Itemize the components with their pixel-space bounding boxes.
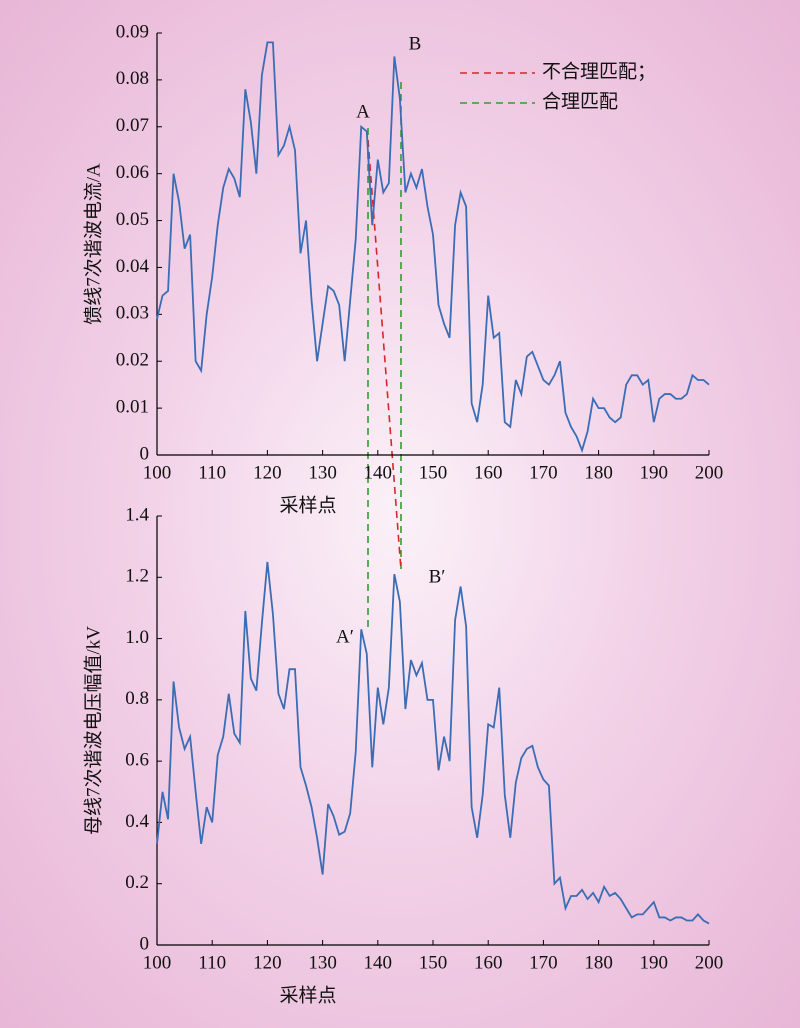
y-tick-label: 1.0 — [125, 627, 149, 648]
y-tick-label: 0.04 — [116, 256, 150, 277]
x-tick-label: 200 — [695, 952, 724, 973]
x-tick-label: 150 — [419, 952, 448, 973]
legend-label: 不合理匹配； — [542, 60, 656, 82]
y-axis-label: 母线7次谐波电压幅值/kV — [82, 626, 104, 835]
y-tick-label: 0.05 — [116, 209, 149, 230]
y-tick-label: 0.07 — [116, 115, 149, 136]
x-tick-label: 190 — [640, 952, 669, 973]
y-tick-label: 0.01 — [116, 396, 149, 417]
y-tick-label: 0.02 — [116, 350, 149, 371]
x-tick-label: 140 — [364, 952, 393, 973]
legend-label: 合理匹配 — [542, 90, 618, 112]
x-axis-label: 采样点 — [279, 984, 336, 1006]
x-axis-label: 采样点 — [279, 494, 336, 516]
annotation: A — [356, 101, 370, 122]
y-axis-label: 馈线7次谐波电流/A — [82, 163, 104, 325]
y-tick-label: 0.8 — [125, 688, 149, 709]
y-tick-label: 0 — [140, 933, 150, 954]
data-line — [156, 561, 710, 925]
annotation: B′ — [429, 566, 446, 587]
x-tick-label: 110 — [198, 952, 226, 973]
match-lines — [367, 72, 535, 628]
unreasonable-match-line — [367, 139, 402, 571]
y-tick-label: 0.2 — [125, 872, 149, 893]
x-tick-label: 160 — [474, 952, 503, 973]
x-tick-label: 190 — [640, 462, 669, 483]
annotation: B — [409, 33, 422, 54]
y-tick-label: 0.06 — [116, 162, 149, 183]
x-tick-label: 100 — [143, 462, 172, 483]
y-tick-label: 0.6 — [125, 750, 149, 771]
y-tick-label: 1.4 — [125, 504, 149, 525]
x-tick-label: 200 — [695, 462, 724, 483]
y-tick-label: 0.08 — [116, 68, 149, 89]
x-tick-label: 130 — [308, 462, 337, 483]
x-tick-label: 180 — [584, 462, 613, 483]
x-tick-label: 160 — [474, 462, 503, 483]
x-tick-label: 170 — [529, 952, 558, 973]
x-tick-label: 120 — [253, 952, 282, 973]
x-tick-label: 180 — [584, 952, 613, 973]
y-tick-label: 0.03 — [116, 303, 149, 324]
annotation: A′ — [336, 626, 354, 647]
data-line — [156, 41, 710, 454]
x-tick-label: 150 — [419, 462, 448, 483]
y-tick-label: 0.4 — [125, 811, 149, 832]
x-tick-label: 170 — [529, 462, 558, 483]
x-tick-label: 120 — [253, 462, 282, 483]
x-tick-label: 130 — [308, 952, 337, 973]
x-tick-label: 110 — [198, 462, 226, 483]
y-tick-label: 1.2 — [125, 566, 149, 587]
y-tick-label: 0 — [140, 443, 150, 464]
x-tick-label: 100 — [143, 952, 172, 973]
x-tick-label: 140 — [364, 462, 393, 483]
y-tick-label: 0.09 — [116, 21, 149, 42]
